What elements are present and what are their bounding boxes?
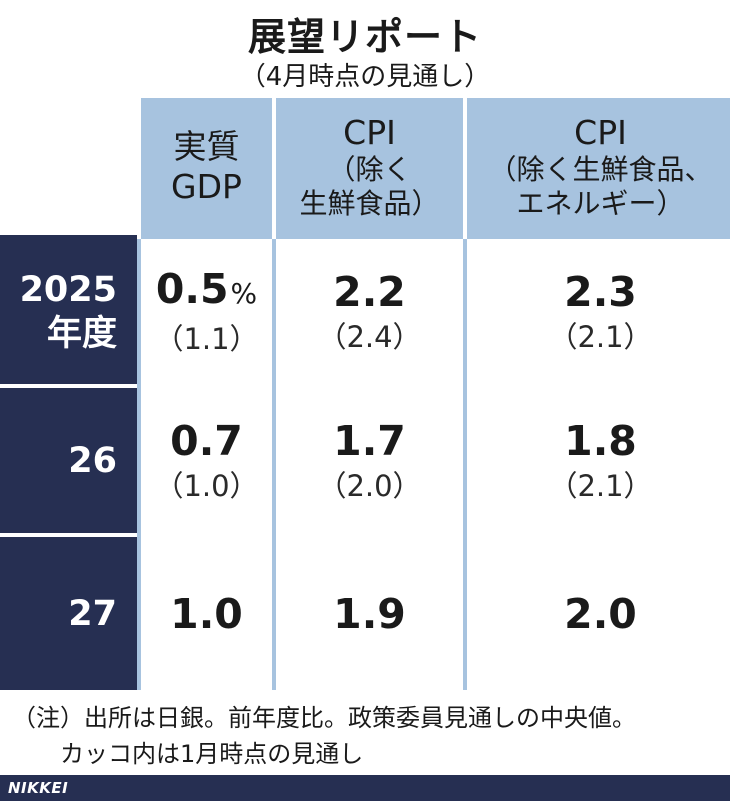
table-cell: 1.8 （2.1） bbox=[467, 388, 730, 533]
cell-value: 2.2 bbox=[333, 267, 406, 316]
header-line: 生鮮食品） bbox=[299, 186, 440, 220]
col-divider bbox=[463, 537, 467, 690]
row-divider bbox=[276, 533, 463, 537]
corner-cell bbox=[0, 98, 137, 235]
col-divider bbox=[272, 533, 276, 537]
header-line: GDP bbox=[171, 166, 242, 206]
row-label-27: 27 bbox=[0, 537, 137, 690]
spacer bbox=[272, 98, 276, 235]
cell-previous: （2.4） bbox=[317, 319, 422, 354]
footnote-line: （注）出所は日銀。前年度比。政策委員見通しの中央値。 bbox=[12, 704, 636, 732]
col-divider bbox=[272, 537, 276, 690]
col-divider bbox=[272, 239, 276, 384]
cell-value: 1.8 bbox=[564, 416, 637, 465]
cell-previous: （1.1） bbox=[154, 322, 259, 356]
footnote: （注）出所は日銀。前年度比。政策委員見通しの中央値。 カッコ内は1月時点の見通し bbox=[12, 700, 724, 772]
spacer bbox=[463, 98, 467, 235]
spacer bbox=[137, 235, 141, 239]
row-label-sub: 年度 bbox=[46, 313, 117, 354]
row-divider bbox=[276, 235, 463, 239]
page-subtitle: （4月時点の見通し） bbox=[239, 62, 491, 92]
table-cell: 0.5% （1.1） bbox=[141, 239, 272, 384]
header-line: エネルギー） bbox=[516, 186, 685, 220]
row-divider bbox=[276, 384, 463, 388]
spacer bbox=[272, 235, 276, 239]
col-divider bbox=[137, 384, 141, 388]
row-divider bbox=[0, 235, 137, 239]
cell-previous: （1.0） bbox=[154, 468, 259, 503]
table-cell: 0.7 （1.0） bbox=[141, 388, 272, 533]
header-core-core-cpi: CPI （除く生鮮食品、 エネルギー） bbox=[467, 98, 730, 235]
header-real-gdp: 実質 GDP bbox=[141, 98, 272, 235]
cell-value: 2.3 bbox=[564, 267, 637, 316]
col-divider bbox=[463, 239, 467, 384]
value: 0.5 bbox=[155, 265, 229, 313]
col-divider bbox=[463, 388, 467, 533]
table-cell: 1.0 bbox=[141, 537, 272, 690]
header-core-cpi: CPI （除く 生鮮食品） bbox=[276, 98, 463, 235]
col-divider bbox=[137, 388, 141, 533]
row-divider bbox=[467, 384, 730, 388]
cell-value: 0.5% bbox=[156, 264, 257, 319]
col-divider bbox=[137, 239, 141, 384]
row-divider bbox=[0, 533, 137, 537]
page-title: 展望リポート bbox=[247, 15, 482, 59]
cell-value: 1.0 bbox=[170, 589, 243, 638]
unit: % bbox=[230, 277, 258, 310]
spacer bbox=[463, 235, 467, 239]
table-cell: 1.9 bbox=[276, 537, 463, 690]
col-divider bbox=[272, 388, 276, 533]
header-line: CPI bbox=[574, 112, 627, 152]
cell-value: 0.7 bbox=[170, 416, 243, 465]
table-cell: 1.7 （2.0） bbox=[276, 388, 463, 533]
row-label-26: 26 bbox=[0, 388, 137, 533]
header-line: CPI bbox=[343, 112, 396, 152]
table-cell: 2.0 bbox=[467, 537, 730, 690]
col-divider bbox=[463, 384, 467, 388]
col-divider bbox=[272, 384, 276, 388]
header-line: （除く生鮮食品、 bbox=[488, 152, 713, 186]
footnote-line: カッコ内は1月時点の見通し bbox=[60, 740, 364, 768]
row-divider bbox=[141, 235, 272, 239]
col-divider bbox=[463, 533, 467, 537]
nikkei-logo: NIKKEI bbox=[8, 779, 69, 797]
row-label: 26 bbox=[68, 440, 117, 481]
col-divider bbox=[137, 533, 141, 537]
row-divider bbox=[0, 384, 137, 388]
row-label: 2025 bbox=[19, 269, 117, 310]
cell-previous: （2.1） bbox=[548, 468, 653, 503]
row-divider bbox=[467, 533, 730, 537]
row-divider bbox=[141, 533, 272, 537]
row-divider bbox=[467, 235, 730, 239]
footer-bar: NIKKEI bbox=[0, 775, 730, 801]
cell-value: 2.0 bbox=[564, 589, 637, 638]
cell-previous: （2.1） bbox=[548, 319, 653, 354]
row-label-2025: 2025 年度 bbox=[0, 239, 137, 384]
header-line: 実質 bbox=[173, 126, 240, 166]
header-line: （除く bbox=[327, 152, 412, 186]
cell-value: 1.7 bbox=[333, 416, 406, 465]
row-label: 27 bbox=[68, 593, 117, 634]
col-divider bbox=[137, 537, 141, 690]
outlook-table: 実質 GDP CPI （除く 生鮮食品） CPI （除く生鮮食品、 エネルギー）… bbox=[0, 98, 730, 690]
cell-value: 1.9 bbox=[333, 589, 406, 638]
table-cell: 2.3 （2.1） bbox=[467, 239, 730, 384]
cell-previous: （2.0） bbox=[317, 468, 422, 503]
table-cell: 2.2 （2.4） bbox=[276, 239, 463, 384]
spacer bbox=[137, 98, 141, 235]
row-divider bbox=[141, 384, 272, 388]
